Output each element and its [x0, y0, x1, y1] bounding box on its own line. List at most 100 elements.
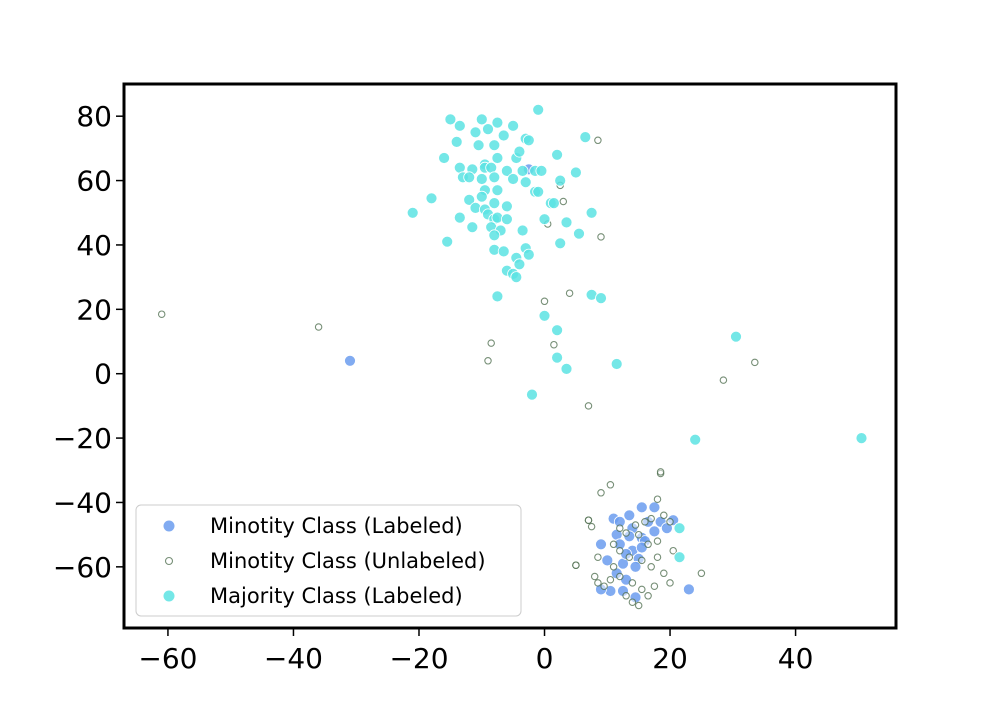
- series-1-point-30: [622, 529, 630, 537]
- series-2-point-14: [579, 131, 592, 144]
- series-1-point-1: [314, 323, 323, 331]
- series-2-point-8: [497, 129, 510, 142]
- series-1-point-39: [616, 546, 624, 555]
- series-1-point-54: [669, 546, 677, 555]
- series-1-point-35: [666, 518, 674, 526]
- series-2-point-29: [570, 166, 582, 179]
- x-tick-label-2: −20: [389, 642, 448, 675]
- series-0-point-22: [595, 538, 607, 551]
- series-2: [406, 103, 868, 564]
- series-1-point-24: [572, 561, 580, 569]
- series-2-point-17: [491, 152, 504, 164]
- series-1-point-3: [484, 357, 492, 365]
- series-1: [157, 136, 759, 610]
- series-1-point-27: [600, 582, 608, 590]
- series-1-point-47: [638, 585, 646, 594]
- series-2-point-33: [488, 171, 501, 184]
- series-2-point-87: [855, 432, 868, 445]
- series-1-point-16: [597, 489, 605, 497]
- series-2-point-42: [463, 193, 476, 206]
- series-1-point-38: [653, 537, 662, 545]
- y-tick-label-3: 0: [94, 358, 112, 391]
- legend-marker-minority-labeled: [163, 520, 175, 532]
- series-2-point-88: [673, 522, 686, 535]
- series-1-point-56: [622, 592, 630, 600]
- series-1-point-49: [628, 598, 637, 606]
- series-1-point-25: [590, 572, 599, 581]
- series-1-point-6: [550, 340, 558, 349]
- series-1-point-29: [616, 524, 624, 532]
- legend-marker-minority-unlabeled: [164, 556, 174, 566]
- series-2-point-56: [560, 216, 573, 229]
- x-tick-label-3: 0: [536, 642, 554, 675]
- series-2-point-54: [500, 213, 513, 226]
- series-2-point-58: [406, 206, 419, 219]
- x-tick-label-5: 40: [778, 642, 814, 675]
- series-2-point-5: [507, 119, 519, 132]
- y-tick-label-2: −20: [53, 422, 112, 455]
- series-0-point-21: [601, 554, 614, 567]
- legend-label-minority-unlabeled: Minotity Class (Unlabeled): [210, 549, 486, 573]
- series-2-point-6: [469, 126, 482, 139]
- series-1-point-19: [653, 495, 662, 503]
- series-1-point-7: [584, 402, 593, 410]
- series-2-point-55: [538, 213, 551, 226]
- series-2-point-40: [491, 184, 504, 197]
- legend-box: [135, 504, 522, 617]
- series-1-point-42: [647, 563, 655, 571]
- series-2-point-46: [548, 197, 560, 210]
- series-1-point-2: [487, 339, 495, 347]
- series-1-point-46: [628, 579, 637, 587]
- y-tick-label-4: 20: [76, 293, 112, 326]
- series-1-point-45: [616, 572, 624, 581]
- series-1-point-5: [565, 289, 574, 297]
- series-2-point-68: [497, 245, 510, 258]
- series-1-point-53: [653, 553, 662, 561]
- series-2-point-1: [444, 113, 457, 126]
- legend: Minotity Class (Labeled) Minotity Class …: [135, 504, 522, 617]
- series-0-point-0: [344, 354, 356, 367]
- series-2-point-78: [595, 292, 607, 305]
- series-0-point-19: [629, 560, 642, 573]
- series-2-point-64: [441, 235, 454, 248]
- series-0-point-3: [623, 509, 636, 522]
- x-tick-label-4: 20: [652, 642, 688, 675]
- series-2-point-79: [538, 309, 551, 322]
- series-1-point-36: [634, 530, 643, 539]
- series-2-point-84: [560, 362, 573, 375]
- series-2-point-63: [488, 229, 501, 242]
- series-2-point-83: [610, 358, 623, 370]
- series-2-point-62: [516, 224, 529, 237]
- series-1-point-32: [641, 518, 649, 526]
- series-1-point-15: [606, 481, 615, 489]
- series-2-point-57: [585, 206, 598, 219]
- series-2-point-89: [673, 551, 686, 564]
- series-2-point-80: [551, 324, 563, 337]
- series-2-point-31: [463, 171, 476, 184]
- series-1-point-31: [631, 521, 640, 529]
- series-2-point-35: [519, 176, 532, 189]
- series-1-point-37: [644, 540, 652, 549]
- series-1-point-50: [634, 601, 643, 610]
- series-2-point-49: [500, 200, 513, 213]
- series-2-point-66: [573, 227, 585, 240]
- series-1-point-58: [594, 553, 602, 561]
- y-tick-label-5: 40: [76, 229, 112, 262]
- series-2-point-85: [526, 388, 538, 401]
- series-1-point-40: [625, 553, 634, 561]
- series-1-point-21: [584, 516, 593, 524]
- series-2-point-11: [488, 139, 501, 152]
- series-1-point-8: [719, 376, 728, 384]
- legend-marker-majority-labeled: [163, 590, 175, 602]
- x-axis: −60 −40 −20 0 20 40: [138, 628, 813, 675]
- series-1-point-11: [559, 197, 568, 206]
- series-0-point-29: [683, 583, 695, 596]
- series-1-point-55: [606, 575, 615, 584]
- legend-label-majority-labeled: Majority Class (Labeled): [210, 584, 463, 608]
- series-2-point-86: [689, 433, 702, 446]
- y-axis: −60 −40 −20 0 20 40 60 80: [53, 100, 124, 584]
- series-2-point-70: [522, 248, 535, 261]
- series-2-point-13: [522, 134, 535, 147]
- series-2-point-65: [554, 237, 567, 250]
